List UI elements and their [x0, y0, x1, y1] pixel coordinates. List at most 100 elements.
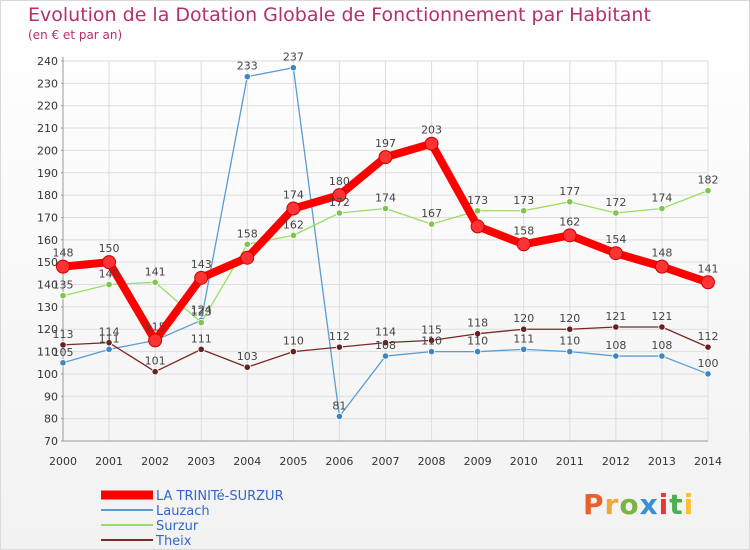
- data-point: [194, 270, 209, 285]
- data-label: 114: [375, 326, 396, 339]
- data-label: 203: [421, 124, 442, 137]
- data-point: [427, 336, 436, 345]
- data-point: [59, 359, 67, 367]
- data-label: 110: [283, 335, 304, 348]
- data-point: [704, 370, 712, 378]
- data-point: [105, 339, 113, 347]
- data-label: 108: [605, 339, 626, 352]
- data-point: [427, 347, 436, 356]
- y-tick-label: 190: [37, 167, 58, 180]
- logo-letter: x: [639, 488, 659, 521]
- data-point: [566, 325, 574, 333]
- data-label: 121: [605, 310, 626, 323]
- data-point: [289, 231, 297, 239]
- data-point: [704, 187, 712, 195]
- data-label: 121: [651, 310, 672, 323]
- data-label: 162: [283, 218, 304, 231]
- data-label: 150: [99, 242, 120, 255]
- data-point: [243, 363, 251, 371]
- data-point: [658, 204, 666, 213]
- data-point: [474, 330, 482, 338]
- data-label: 108: [651, 339, 672, 352]
- data-label: 172: [329, 196, 350, 209]
- y-tick-label: 110: [37, 346, 58, 359]
- data-point: [151, 368, 159, 376]
- data-label: 110: [559, 335, 580, 348]
- logo-letter: i: [658, 488, 670, 521]
- logo-letter: i: [683, 488, 695, 521]
- x-tick-label: 2009: [464, 455, 492, 468]
- data-label: 81: [332, 399, 346, 412]
- data-point: [197, 318, 205, 327]
- y-tick-label: 150: [37, 256, 58, 269]
- data-point: [148, 333, 163, 348]
- y-tick-label: 220: [37, 100, 58, 113]
- data-point: [474, 207, 482, 215]
- logo-letter: t: [669, 488, 684, 521]
- legend-label: Lauzach: [156, 504, 210, 519]
- x-tick-label: 2010: [510, 455, 538, 468]
- y-tick-label: 160: [37, 234, 58, 247]
- data-label: 112: [698, 330, 719, 343]
- data-point: [335, 343, 344, 351]
- legend-label: Surzur: [156, 519, 199, 534]
- data-label: 148: [651, 247, 672, 260]
- x-tick-label: 2002: [141, 455, 169, 468]
- data-point: [520, 207, 528, 215]
- y-tick-label: 80: [44, 413, 58, 426]
- data-label: 197: [375, 137, 396, 150]
- data-label: 108: [375, 339, 396, 352]
- data-point: [102, 255, 117, 270]
- data-point: [612, 209, 620, 217]
- data-point: [470, 219, 485, 234]
- data-point: [240, 250, 255, 265]
- data-point: [381, 352, 390, 360]
- data-label: 180: [329, 175, 350, 188]
- x-tick-label: 2006: [325, 455, 353, 468]
- data-point: [243, 240, 251, 248]
- data-label: 167: [421, 207, 442, 220]
- data-point: [658, 352, 666, 360]
- y-tick-label: 130: [37, 301, 58, 314]
- logo-letter: o: [619, 488, 640, 521]
- proxiti-logo: Proxiti: [583, 488, 694, 521]
- data-label: 148: [53, 247, 74, 260]
- data-label: 141: [698, 262, 719, 275]
- data-point: [566, 198, 574, 206]
- y-tick-label: 240: [37, 55, 58, 68]
- data-label: 115: [145, 320, 166, 333]
- data-label: 172: [605, 196, 626, 209]
- data-point: [612, 323, 620, 331]
- x-tick-label: 2005: [279, 455, 307, 468]
- data-label: 111: [191, 332, 212, 345]
- data-label: 100: [698, 357, 719, 370]
- x-tick-label: 2011: [556, 455, 584, 468]
- data-point: [105, 280, 113, 289]
- data-point: [612, 352, 620, 360]
- data-point: [424, 136, 439, 151]
- data-label: 110: [421, 335, 442, 348]
- data-label: 158: [513, 224, 534, 237]
- data-point: [704, 343, 712, 351]
- data-point: [289, 64, 297, 72]
- data-label: 182: [698, 174, 719, 187]
- x-tick-label: 2008: [418, 455, 446, 468]
- data-point: [654, 259, 669, 274]
- data-point: [381, 339, 390, 347]
- logo-letter: P: [583, 488, 605, 521]
- data-label: 120: [513, 312, 534, 325]
- data-point: [520, 345, 528, 353]
- y-tick-label: 200: [37, 144, 58, 157]
- x-tick-label: 2001: [95, 455, 123, 468]
- data-point: [335, 209, 344, 217]
- data-label: 237: [283, 51, 304, 64]
- x-tick-label: 2007: [372, 455, 400, 468]
- x-tick-label: 2000: [49, 455, 77, 468]
- data-label: 173: [513, 194, 534, 207]
- data-label: 111: [99, 332, 120, 345]
- data-label: 141: [145, 265, 166, 278]
- data-label: 101: [145, 355, 166, 368]
- data-point: [197, 345, 205, 353]
- data-point: [378, 150, 393, 165]
